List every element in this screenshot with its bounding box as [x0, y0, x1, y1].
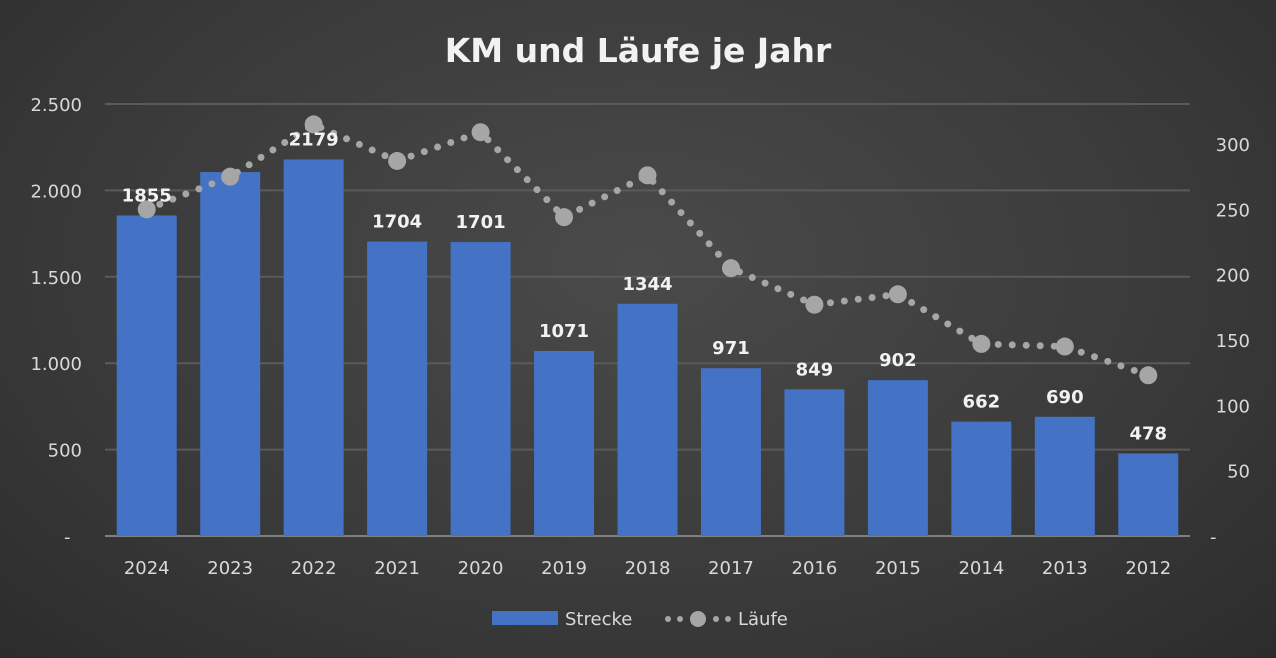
bar-data-label: 662	[963, 392, 1001, 413]
laeufe-point-2022	[304, 115, 323, 134]
laeufe-point-2024	[137, 200, 156, 219]
bar-data-label: 690	[1046, 387, 1084, 408]
legend-label-laeufe: Läufe	[738, 609, 788, 630]
bar-data-label: 849	[796, 359, 834, 380]
legend: Strecke Läufe	[492, 609, 788, 630]
y-right-tick-label: 300	[1216, 135, 1250, 156]
bar-2015	[867, 380, 928, 536]
chart-title: KM und Läufe je Jahr	[445, 31, 832, 70]
y-left-tick-label: 500	[48, 441, 82, 462]
legend-label-strecke: Strecke	[565, 609, 632, 630]
y-right-tick-label: -	[1210, 527, 1217, 548]
laeufe-point-2017	[721, 259, 740, 278]
bar-2019	[534, 350, 595, 536]
y-right-tick-label: 250	[1216, 200, 1250, 221]
x-tick-label: 2019	[541, 558, 587, 579]
y-right-tick-label: 50	[1227, 462, 1250, 483]
x-tick-label: 2015	[875, 558, 921, 579]
x-tick-label: 2014	[958, 558, 1004, 579]
bar-data-label: 1071	[539, 321, 589, 342]
x-tick-label: 2024	[124, 558, 170, 579]
bar-data-label: 971	[712, 338, 750, 359]
x-tick-label: 2022	[291, 558, 337, 579]
bar-2014	[951, 421, 1012, 536]
bar-2020	[450, 242, 511, 536]
bar-2016	[784, 389, 845, 536]
y-left-tick-label: -	[64, 527, 71, 548]
bar-2021	[367, 241, 428, 536]
laeufe-point-2020	[471, 123, 490, 142]
bar-2012	[1118, 453, 1179, 536]
bar-data-label: 1704	[372, 212, 422, 233]
bar-data-label: 1344	[622, 274, 672, 295]
x-tick-label: 2020	[458, 558, 504, 579]
y-left-tick-label: 2.000	[30, 181, 82, 202]
bar-data-label: 902	[879, 350, 917, 371]
laeufe-point-2015	[888, 285, 907, 304]
laeufe-point-2012	[1139, 366, 1158, 385]
legend-swatch-strecke	[492, 611, 558, 625]
bar-data-label: 1701	[456, 212, 506, 233]
bar-2024	[116, 215, 177, 536]
laeufe-point-2018	[638, 166, 657, 185]
laeufe-point-2019	[555, 208, 574, 227]
y-left-tick-label: 1.500	[30, 268, 82, 289]
laeufe-point-2014	[972, 334, 991, 353]
bar-2013	[1034, 416, 1095, 536]
bar-2018	[617, 303, 678, 536]
x-tick-label: 2013	[1042, 558, 1088, 579]
y-left-tick-label: 2.500	[30, 95, 82, 116]
bar-data-label: 1855	[122, 185, 172, 206]
x-tick-label: 2016	[792, 558, 838, 579]
laeufe-point-2013	[1055, 337, 1074, 356]
bar-2017	[700, 368, 761, 536]
x-tick-label: 2012	[1125, 558, 1171, 579]
x-tick-label: 2017	[708, 558, 754, 579]
x-tick-label: 2018	[625, 558, 671, 579]
bar-2023	[200, 172, 261, 537]
bar-2022	[283, 159, 344, 536]
y-left-tick-label: 1.000	[30, 354, 82, 375]
bar-data-label: 478	[1129, 423, 1167, 444]
legend-swatch-laeufe	[665, 611, 731, 627]
y-right-tick-label: 150	[1216, 331, 1250, 352]
laeufe-point-2023	[221, 167, 240, 186]
x-tick-label: 2023	[207, 558, 253, 579]
y-right-tick-label: 200	[1216, 266, 1250, 287]
laeufe-point-2021	[388, 151, 407, 170]
laeufe-point-2016	[805, 295, 824, 314]
bar-data-label: 2179	[289, 129, 339, 150]
x-tick-label: 2021	[374, 558, 420, 579]
y-right-tick-label: 100	[1216, 396, 1250, 417]
